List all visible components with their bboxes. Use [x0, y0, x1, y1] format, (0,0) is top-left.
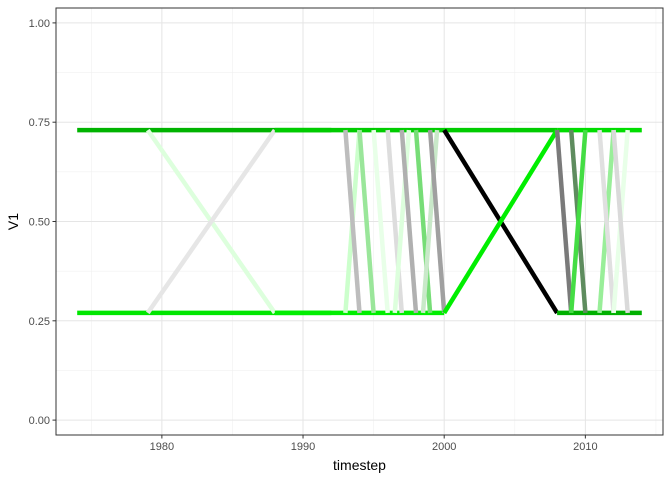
- x-tick-label: 2000: [432, 441, 456, 453]
- y-tick-label: 0.00: [29, 415, 50, 427]
- series-line-4: [145, 128, 277, 315]
- y-tick-label: 0.50: [29, 217, 50, 229]
- series-line-15: [420, 129, 440, 314]
- x-tick-label: 1990: [291, 441, 315, 453]
- x-axis-title: timestep: [333, 457, 386, 473]
- series-line-12: [392, 129, 412, 314]
- series-layer: [77, 127, 642, 316]
- series-line-10: [371, 129, 390, 314]
- y-axis-title: V1: [5, 213, 21, 230]
- y-axis: 0.00 0.25 0.50 0.75 1.00: [29, 18, 56, 427]
- series-line-13: [399, 129, 419, 314]
- x-tick-label: 1980: [150, 441, 174, 453]
- series-line-16: [427, 129, 447, 314]
- series-line-14: [413, 129, 433, 314]
- y-tick-label: 1.00: [29, 18, 50, 30]
- y-tick-label: 0.25: [29, 316, 50, 328]
- series-line-23: [568, 129, 588, 314]
- series-line-9: [357, 129, 376, 314]
- major-gridlines: [56, 8, 663, 435]
- series-line-11: [385, 129, 405, 314]
- series-line-18: [442, 128, 560, 315]
- series-line-8: [343, 129, 362, 314]
- y-tick-label: 0.75: [29, 117, 50, 129]
- x-axis: 1980 1990 2000 2010: [150, 435, 598, 453]
- series-line-25: [597, 129, 616, 314]
- series-line-21: [554, 129, 574, 314]
- x-tick-label: 2010: [573, 441, 597, 453]
- series-line-27: [611, 129, 630, 314]
